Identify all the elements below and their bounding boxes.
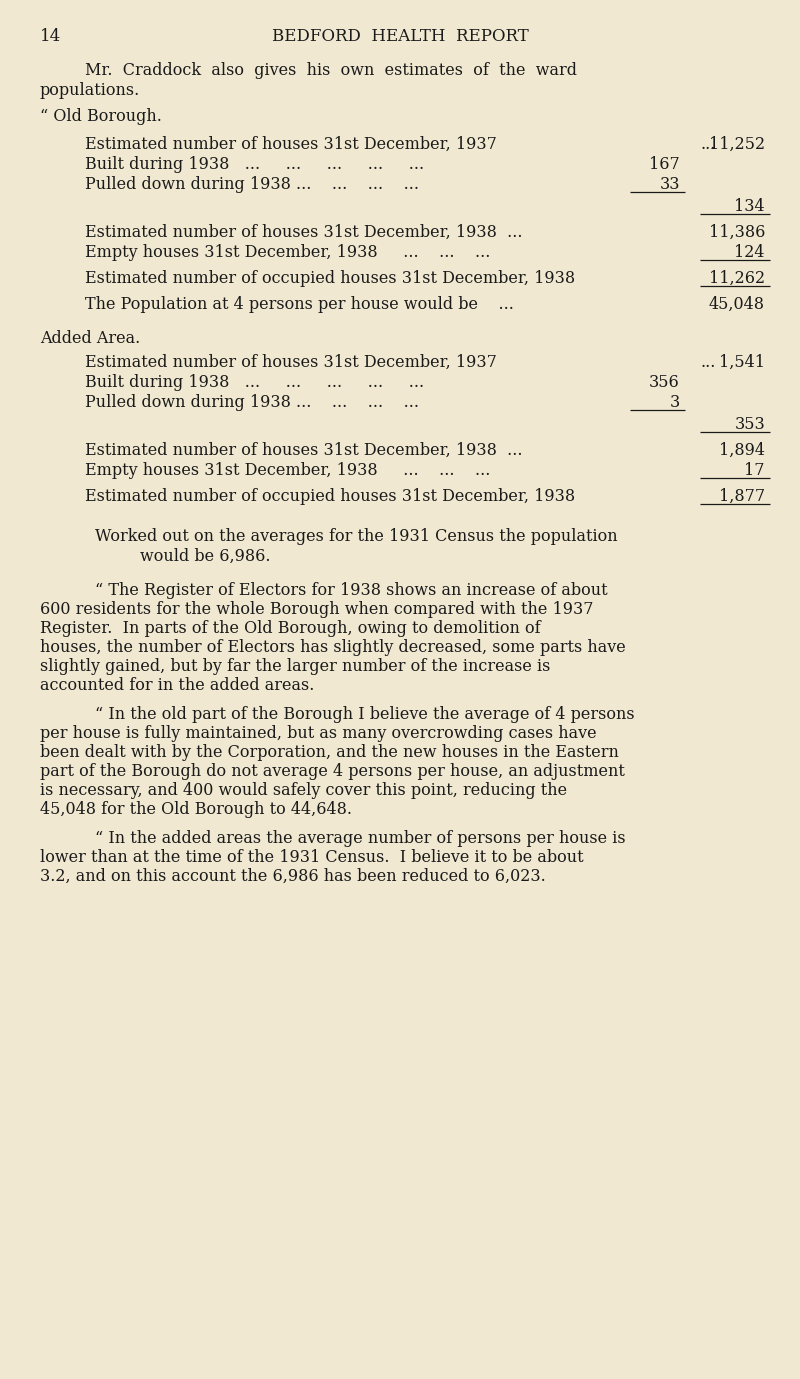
Text: accounted for in the added areas.: accounted for in the added areas. — [40, 677, 314, 694]
Text: 167: 167 — [650, 156, 680, 172]
Text: 124: 124 — [734, 244, 765, 261]
Text: lower than at the time of the 1931 Census.  I believe it to be about: lower than at the time of the 1931 Censu… — [40, 849, 584, 866]
Text: Worked out on the averages for the 1931 Census the population: Worked out on the averages for the 1931 … — [95, 528, 618, 545]
Text: ...: ... — [700, 354, 715, 371]
Text: Estimated number of houses 31st December, 1937: Estimated number of houses 31st December… — [85, 354, 497, 371]
Text: 45,048: 45,048 — [709, 296, 765, 313]
Text: “ In the old part of the Borough I believe the average of 4 persons: “ In the old part of the Borough I belie… — [95, 706, 634, 723]
Text: 11,262: 11,262 — [709, 270, 765, 287]
Text: 1,877: 1,877 — [719, 488, 765, 505]
Text: BEDFORD  HEALTH  REPORT: BEDFORD HEALTH REPORT — [272, 28, 528, 46]
Text: 11,252: 11,252 — [709, 137, 765, 153]
Text: Empty houses 31st December, 1938     ...    ...    ...: Empty houses 31st December, 1938 ... ...… — [85, 462, 490, 479]
Text: Register.  In parts of the Old Borough, owing to demolition of: Register. In parts of the Old Borough, o… — [40, 621, 541, 637]
Text: 11,386: 11,386 — [709, 223, 765, 241]
Text: 1,541: 1,541 — [719, 354, 765, 371]
Text: The Population at 4 persons per house would be    ...: The Population at 4 persons per house wo… — [85, 296, 514, 313]
Text: 600 residents for the whole Borough when compared with the 1937: 600 residents for the whole Borough when… — [40, 601, 594, 618]
Text: slightly gained, but by far the larger number of the increase is: slightly gained, but by far the larger n… — [40, 658, 550, 674]
Text: Estimated number of houses 31st December, 1938  ...: Estimated number of houses 31st December… — [85, 443, 522, 459]
Text: 353: 353 — [734, 416, 765, 433]
Text: 17: 17 — [745, 462, 765, 479]
Text: Built during 1938   ...     ...     ...     ...     ...: Built during 1938 ... ... ... ... ... — [85, 374, 424, 392]
Text: “ In the added areas the average number of persons per house is: “ In the added areas the average number … — [95, 830, 626, 847]
Text: “ Old Borough.: “ Old Borough. — [40, 108, 162, 125]
Text: Estimated number of houses 31st December, 1937: Estimated number of houses 31st December… — [85, 137, 497, 153]
Text: Added Area.: Added Area. — [40, 330, 140, 348]
Text: populations.: populations. — [40, 81, 140, 99]
Text: Built during 1938   ...     ...     ...     ...     ...: Built during 1938 ... ... ... ... ... — [85, 156, 424, 172]
Text: 3: 3 — [670, 394, 680, 411]
Text: 1,894: 1,894 — [719, 443, 765, 459]
Text: Pulled down during 1938 ...    ...    ...    ...: Pulled down during 1938 ... ... ... ... — [85, 394, 419, 411]
Text: houses, the number of Electors has slightly decreased, some parts have: houses, the number of Electors has sligh… — [40, 638, 626, 656]
Text: per house is fully maintained, but as many overcrowding cases have: per house is fully maintained, but as ma… — [40, 725, 597, 742]
Text: 3.2, and on this account the 6,986 has been reduced to 6,023.: 3.2, and on this account the 6,986 has b… — [40, 867, 546, 885]
Text: 134: 134 — [734, 199, 765, 215]
Text: Mr.  Craddock  also  gives  his  own  estimates  of  the  ward: Mr. Craddock also gives his own estimate… — [85, 62, 577, 79]
Text: 14: 14 — [40, 28, 62, 46]
Text: would be 6,986.: would be 6,986. — [140, 547, 270, 565]
Text: ...: ... — [700, 137, 715, 153]
Text: Pulled down during 1938 ...    ...    ...    ...: Pulled down during 1938 ... ... ... ... — [85, 177, 419, 193]
Text: 45,048 for the Old Borough to 44,648.: 45,048 for the Old Borough to 44,648. — [40, 801, 352, 818]
Text: Empty houses 31st December, 1938     ...    ...    ...: Empty houses 31st December, 1938 ... ...… — [85, 244, 490, 261]
Text: been dealt with by the Corporation, and the new houses in the Eastern: been dealt with by the Corporation, and … — [40, 745, 619, 761]
Text: Estimated number of houses 31st December, 1938  ...: Estimated number of houses 31st December… — [85, 223, 522, 241]
Text: Estimated number of occupied houses 31st December, 1938: Estimated number of occupied houses 31st… — [85, 270, 575, 287]
Text: Estimated number of occupied houses 31st December, 1938: Estimated number of occupied houses 31st… — [85, 488, 575, 505]
Text: is necessary, and 400 would safely cover this point, reducing the: is necessary, and 400 would safely cover… — [40, 782, 567, 798]
Text: 356: 356 — [650, 374, 680, 392]
Text: part of the Borough do not average 4 persons per house, an adjustment: part of the Borough do not average 4 per… — [40, 763, 625, 781]
Text: 33: 33 — [659, 177, 680, 193]
Text: “ The Register of Electors for 1938 shows an increase of about: “ The Register of Electors for 1938 show… — [95, 582, 608, 598]
